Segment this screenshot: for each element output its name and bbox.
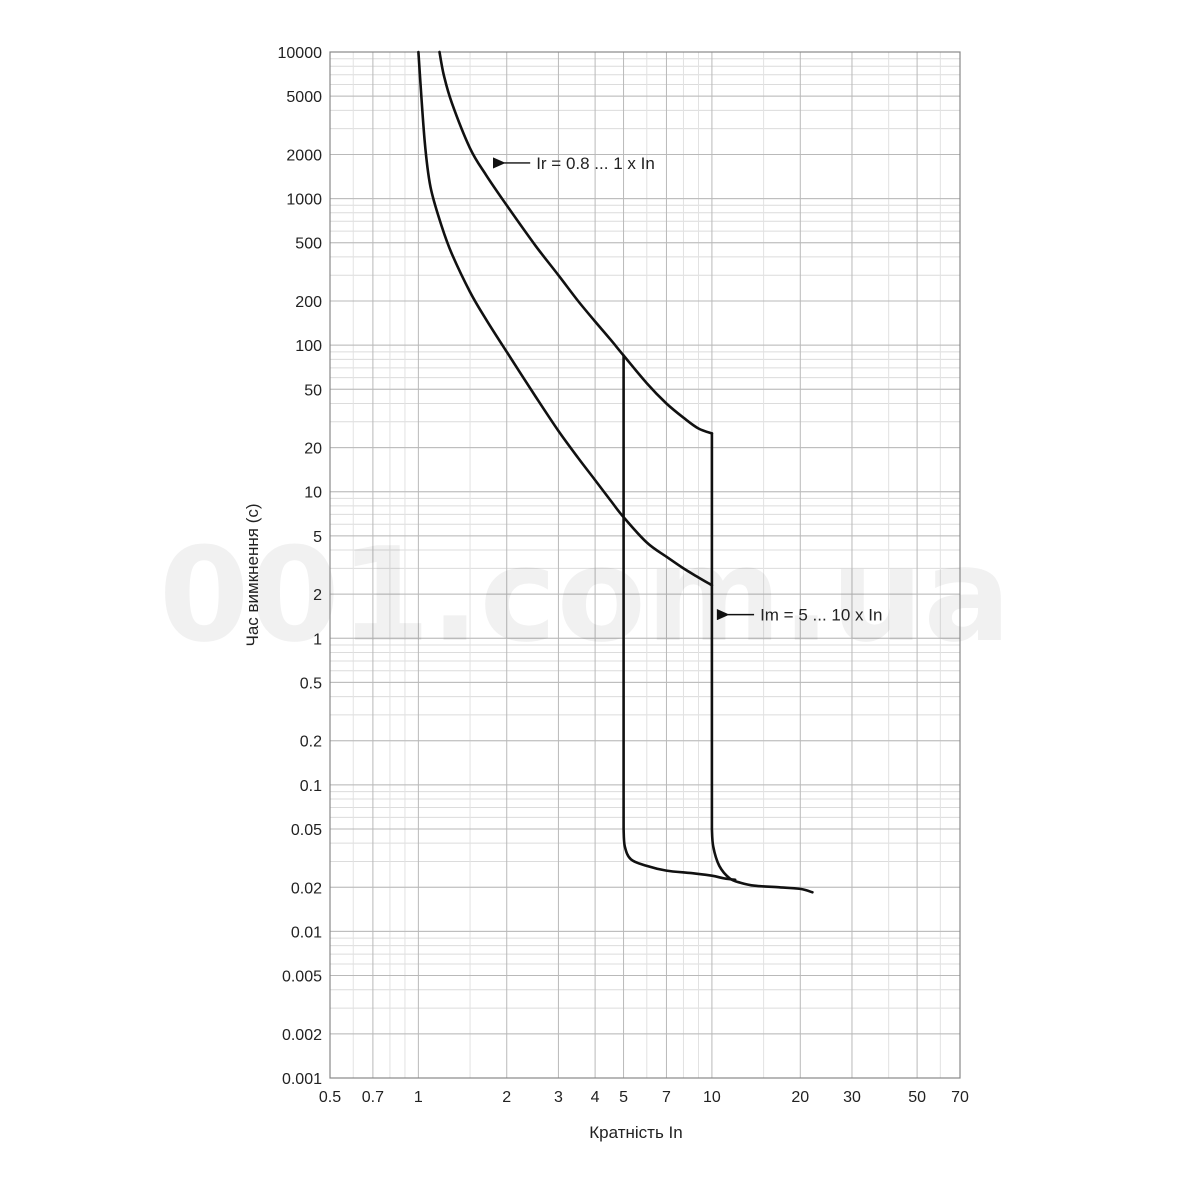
x-axis-title: Кратність In [589,1123,682,1142]
y-tick-label: 20 [304,441,322,458]
y-tick-label: 100 [295,338,322,355]
axes: 100005000200010005002001005020105210.50.… [278,45,970,1106]
y-tick-label: 10000 [278,45,323,62]
x-tick-label: 4 [591,1089,600,1106]
axis-labels: Кратність In Час вимкнення (с) [243,503,683,1142]
y-tick-label: 0.1 [300,778,322,795]
plot-frame [329,51,961,1079]
watermark-text: 001.com.ua [159,519,1011,671]
curve-magnetic-min [622,354,737,882]
x-tick-label: 2 [502,1089,511,1106]
y-tick-label: 0.2 [300,734,322,751]
x-tick-label: 3 [554,1089,563,1106]
x-tick-label: 50 [908,1089,926,1106]
curve-lower [417,50,714,587]
y-axis-title: Час вимкнення (с) [243,503,262,646]
x-tick-label: 70 [951,1089,969,1106]
x-tick-label: 10 [703,1089,721,1106]
series [417,50,814,894]
curve-magnetic-max [710,432,814,894]
annotation-label: Im = 5 ... 10 x In [760,606,882,625]
y-tick-label: 0.01 [291,924,322,941]
watermark: 001.com.ua [159,519,1011,671]
grid [329,51,961,1079]
y-tick-label: 50 [304,382,322,399]
x-tick-label: 30 [843,1089,861,1106]
x-tick-label: 0.7 [362,1089,384,1106]
annotation-label: Ir = 0.8 ... 1 x In [536,154,655,173]
y-tick-label: 0.05 [291,822,322,839]
y-tick-label: 0.02 [291,880,322,897]
y-tick-label: 1000 [286,192,322,209]
curve-upper [438,50,714,435]
y-tick-label: 2000 [286,147,322,164]
y-tick-label: 0.5 [300,675,322,692]
x-tick-label: 20 [791,1089,809,1106]
x-tick-label: 1 [414,1089,423,1106]
x-tick-label: 7 [662,1089,671,1106]
y-tick-label: 0.005 [282,969,322,986]
y-tick-label: 0.002 [282,1027,322,1044]
y-tick-label: 500 [295,236,322,253]
y-tick-label: 1 [313,631,322,648]
y-tick-label: 0.001 [282,1071,322,1088]
x-tick-label: 0.5 [319,1089,341,1106]
y-tick-label: 5000 [286,89,322,106]
y-tick-label: 2 [313,587,322,604]
y-tick-label: 5 [313,529,322,546]
annotations: Ir = 0.8 ... 1 x In Im = 5 ... 10 x In [492,154,882,625]
x-tick-label: 5 [619,1089,628,1106]
y-tick-label: 10 [304,485,322,502]
y-tick-label: 200 [295,294,322,311]
